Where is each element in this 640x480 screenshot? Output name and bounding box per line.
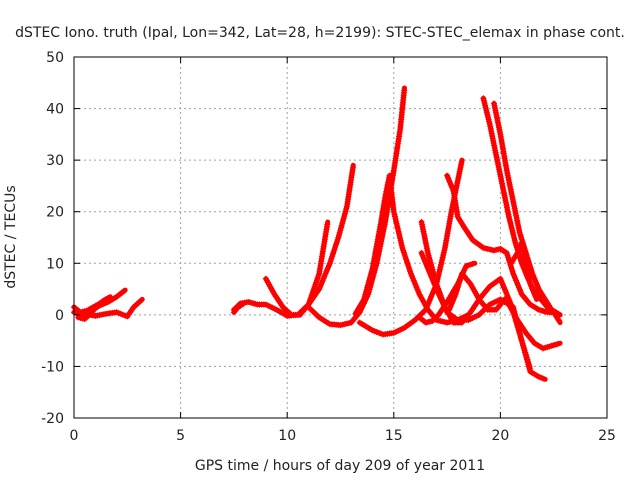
data-point [458,159,465,166]
y-tick-label: 50 [46,50,64,66]
y-tick-label: 20 [46,205,64,221]
x-axis-ticks: 0 5 10 15 20 25 [70,57,616,444]
x-axis-label: GPS time / hours of day 209 of year 2011 [195,458,485,474]
data-point [555,317,562,324]
series-17 [416,260,478,326]
data-point [105,295,112,302]
x-tick-label: 0 [70,428,79,444]
series-18 [230,302,245,316]
x-tick-label: 5 [176,428,185,444]
data-point [120,288,127,295]
y-tick-label: -20 [41,411,64,427]
data-point [349,164,356,171]
x-tick-label: 25 [598,428,616,444]
y-tick-label: 10 [46,256,64,272]
data-point [554,310,561,317]
y-tick-label: 40 [46,102,64,118]
chart-title: dSTEC Iono. truth (Ipal, Lon=342, Lat=28… [15,25,625,41]
grid [74,57,607,418]
data-point [469,260,476,267]
plot-border [73,56,608,419]
series-16 [508,239,540,302]
data-point [237,302,244,309]
x-tick-label: 20 [491,428,509,444]
data-point [137,297,144,304]
y-tick-label: -10 [41,359,64,375]
data-point [401,87,408,94]
y-axis-label: dSTEC / TECUs [3,185,19,288]
x-tick-label: 15 [385,428,403,444]
data-series [71,85,563,382]
data-point [324,221,331,228]
data-point [554,340,561,347]
data-point [540,375,547,382]
y-tick-label: 0 [55,308,64,324]
y-tick-label: 30 [46,153,64,169]
series-4 [81,296,145,320]
x-tick-label: 10 [278,428,296,444]
data-point [532,294,539,301]
series-trace [306,85,407,328]
y-axis-ticks: -20 -10 0 10 20 30 40 50 [41,50,607,427]
